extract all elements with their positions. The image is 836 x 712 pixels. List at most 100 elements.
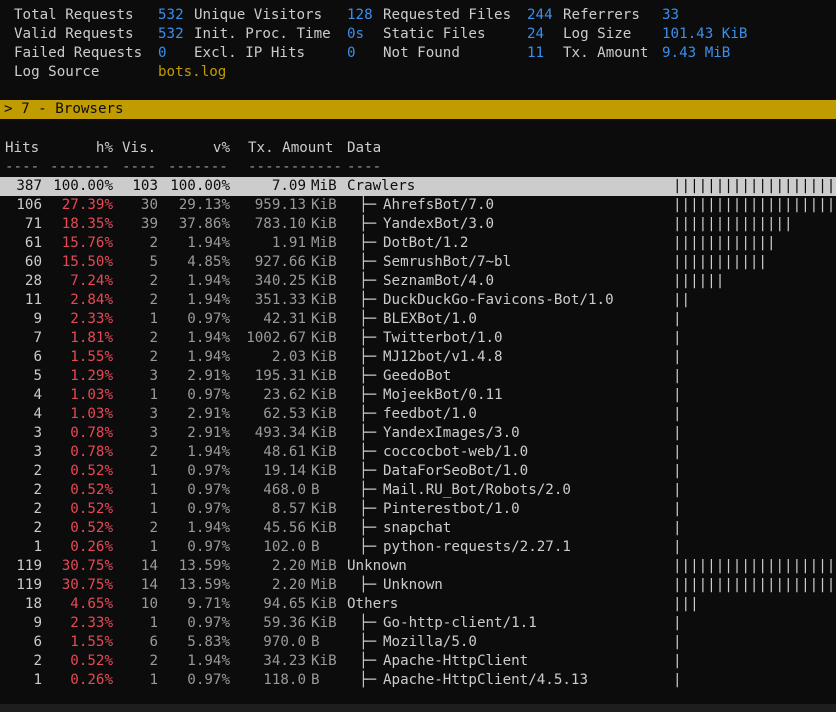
table-row[interactable]: 6 1.55% 2 1.94% 2.03 KiB ├─ MJ12bot/v1.4.8 |	[0, 348, 836, 367]
row-data-label: AhrefsBot/7.0	[383, 197, 495, 213]
row-visitors-percent: 29.13%	[178, 197, 230, 213]
row-data-label: DataForSeoBot/1.0	[383, 463, 529, 479]
table-row[interactable]: 1 0.26% 1 0.97% 118.0 B ├─ Apache-HttpClient/4.…	[0, 671, 836, 690]
static-files-label: Static Files	[383, 26, 486, 42]
row-visitors: 10	[140, 596, 158, 612]
row-hits: 106	[16, 197, 42, 213]
log-size-value: 101.43 KiB	[662, 26, 748, 42]
row-tree-glyph: ├─	[359, 273, 377, 289]
row-tx-unit: KiB	[311, 368, 337, 384]
row-hits: 387	[16, 178, 42, 194]
row-hits-percent: 15.76%	[61, 235, 113, 251]
table-row[interactable]: 9 2.33% 1 0.97% 59.36 KiB ├─ Go-http-client/1.1…	[0, 614, 836, 633]
table-row[interactable]: 11 2.84% 2 1.94% 351.33 KiB ├─ DuckDuckGo-Favic…	[0, 291, 836, 310]
row-hits-percent: 2.84%	[70, 292, 113, 308]
row-visitors-percent: 2.91%	[187, 425, 230, 441]
table-row[interactable]: 4 1.03% 3 2.91% 62.53 KiB ├─ feedbot/1.0 |	[0, 405, 836, 424]
status-bar	[0, 704, 836, 712]
row-visitors-percent: 0.97%	[187, 615, 230, 631]
panel-title[interactable]: > 7 - Browsers	[4, 101, 124, 117]
row-data-label: SemrushBot/7~bl	[383, 254, 512, 270]
table-row[interactable]: 9 2.33% 1 0.97% 42.31 KiB ├─ BLEXBot/1.0 |	[0, 310, 836, 329]
overview-row-4: Log Source bots.log	[0, 63, 836, 82]
table-row[interactable]: 18 4.65% 10 9.71% 94.65 KiB Others |||	[0, 595, 836, 614]
row-bar: |	[673, 463, 682, 479]
row-bar: |	[673, 501, 682, 517]
row-visitors-percent: 1.94%	[187, 349, 230, 365]
row-visitors: 1	[149, 463, 158, 479]
table-row[interactable]: 2 0.52% 2 1.94% 34.23 KiB ├─ Apache-HttpClient |	[0, 652, 836, 671]
row-data-label: Mail.RU_Bot/Robots/2.0	[383, 482, 571, 498]
row-bar: ||||||||||||||||||||||	[673, 178, 836, 194]
table-row[interactable]: 1 0.26% 1 0.97% 102.0 B ├─ python-requests/2.27…	[0, 538, 836, 557]
row-tree-glyph: ├─	[359, 197, 377, 213]
requested-files-label: Requested Files	[383, 7, 512, 23]
failed-requests-label: Failed Requests	[14, 45, 143, 61]
table-row[interactable]: 387 100.00% 103 100.00% 7.09 MiB Crawlers |||||…	[0, 177, 836, 196]
tx-amount-value: 9.43 MiB	[662, 45, 731, 61]
row-visitors: 2	[149, 273, 158, 289]
table-row[interactable]: 71 18.35% 39 37.86% 783.10 KiB ├─ YandexBot/3.0…	[0, 215, 836, 234]
row-data-label: GeedoBot	[383, 368, 452, 384]
table-row[interactable]: 2 0.52% 2 1.94% 45.56 KiB ├─ snapchat |	[0, 519, 836, 538]
col-tx-amount: Tx. Amount	[248, 140, 334, 156]
row-data-label: Crawlers	[347, 178, 416, 194]
row-tx-unit: KiB	[311, 425, 337, 441]
row-hits: 3	[33, 425, 42, 441]
row-tx-amount: 42.31	[263, 311, 306, 327]
table-row[interactable]: 2 0.52% 1 0.97% 8.57 KiB ├─ Pinterestbot/1.0 |	[0, 500, 836, 519]
row-tree-glyph: ├─	[359, 254, 377, 270]
table-row[interactable]: 106 27.39% 30 29.13% 959.13 KiB ├─ AhrefsBot/7.…	[0, 196, 836, 215]
table-row[interactable]: 61 15.76% 2 1.94% 1.91 MiB ├─ DotBot/1.2 |||||||…	[0, 234, 836, 253]
row-tx-amount: 493.34	[254, 425, 306, 441]
table-row[interactable]: 60 15.50% 5 4.85% 927.66 KiB ├─ SemrushBot/7~bl…	[0, 253, 836, 272]
row-hits-percent: 0.26%	[70, 672, 113, 688]
row-data-label: MJ12bot/v1.4.8	[383, 349, 503, 365]
row-data-label: DuckDuckGo-Favicons-Bot/1.0	[383, 292, 614, 308]
table-row[interactable]: 28 7.24% 2 1.94% 340.25 KiB ├─ SeznamBot/4.0 |||…	[0, 272, 836, 291]
row-hits: 2	[33, 501, 42, 517]
log-size-label: Log Size	[563, 26, 632, 42]
table-row[interactable]: 3 0.78% 3 2.91% 493.34 KiB ├─ YandexImages/3.0 |	[0, 424, 836, 443]
table-row[interactable]: 5 1.29% 3 2.91% 195.31 KiB ├─ GeedoBot |	[0, 367, 836, 386]
row-tx-unit: MiB	[311, 235, 337, 251]
row-hits: 119	[16, 577, 42, 593]
row-bar: |	[673, 615, 682, 631]
row-visitors: 1	[149, 387, 158, 403]
row-hits-percent: 1.03%	[70, 387, 113, 403]
row-tx-amount: 2.20	[271, 577, 306, 593]
row-hits-percent: 2.33%	[70, 615, 113, 631]
row-tree-glyph: ├─	[359, 520, 377, 536]
table-row[interactable]: 119 30.75% 14 13.59% 2.20 MiB ├─ Unknown |||||||…	[0, 576, 836, 595]
row-visitors-percent: 2.91%	[187, 368, 230, 384]
row-visitors-percent: 37.86%	[178, 216, 230, 232]
table-row[interactable]: 3 0.78% 2 1.94% 48.61 KiB ├─ coccocbot-web/1.0 |	[0, 443, 836, 462]
row-hits: 6	[33, 634, 42, 650]
row-data-label: SeznamBot/4.0	[383, 273, 495, 289]
row-tx-unit: KiB	[311, 596, 337, 612]
row-visitors-percent: 0.97%	[187, 539, 230, 555]
row-hits: 11	[24, 292, 42, 308]
row-tree-glyph: ├─	[359, 634, 377, 650]
table-row[interactable]: 4 1.03% 1 0.97% 23.62 KiB ├─ MojeekBot/0.11 |	[0, 386, 836, 405]
row-data-label: BLEXBot/1.0	[383, 311, 477, 327]
row-visitors: 1	[149, 615, 158, 631]
row-visitors: 1	[149, 672, 158, 688]
row-data-label: Unknown	[383, 577, 443, 593]
row-visitors-percent: 0.97%	[187, 463, 230, 479]
row-data-label: MojeekBot/0.11	[383, 387, 503, 403]
table-row[interactable]: 7 1.81% 2 1.94% 1002.67 KiB ├─ Twitterbot/1.0 |	[0, 329, 836, 348]
table-row[interactable]: 6 1.55% 6 5.83% 970.0 B ├─ Mozilla/5.0 |	[0, 633, 836, 652]
row-bar: |	[673, 425, 682, 441]
row-hits-percent: 18.35%	[61, 216, 113, 232]
table-row[interactable]: 2 0.52% 1 0.97% 19.14 KiB ├─ DataForSeoBot/1.0 |	[0, 462, 836, 481]
panel-title-bar[interactable]: > 7 - Browsers	[0, 100, 836, 119]
total-requests-label: Total Requests	[14, 7, 134, 23]
row-tree-glyph: ├─	[359, 311, 377, 327]
failed-requests-value: 0	[158, 45, 167, 61]
table-row[interactable]: 119 30.75% 14 13.59% 2.20 MiB Unknown |||||||||…	[0, 557, 836, 576]
valid-requests-value: 532	[158, 26, 184, 42]
table-row[interactable]: 2 0.52% 1 0.97% 468.0 B ├─ Mail.RU_Bot/Robots/2…	[0, 481, 836, 500]
row-hits-percent: 1.81%	[70, 330, 113, 346]
not-found-label: Not Found	[383, 45, 460, 61]
